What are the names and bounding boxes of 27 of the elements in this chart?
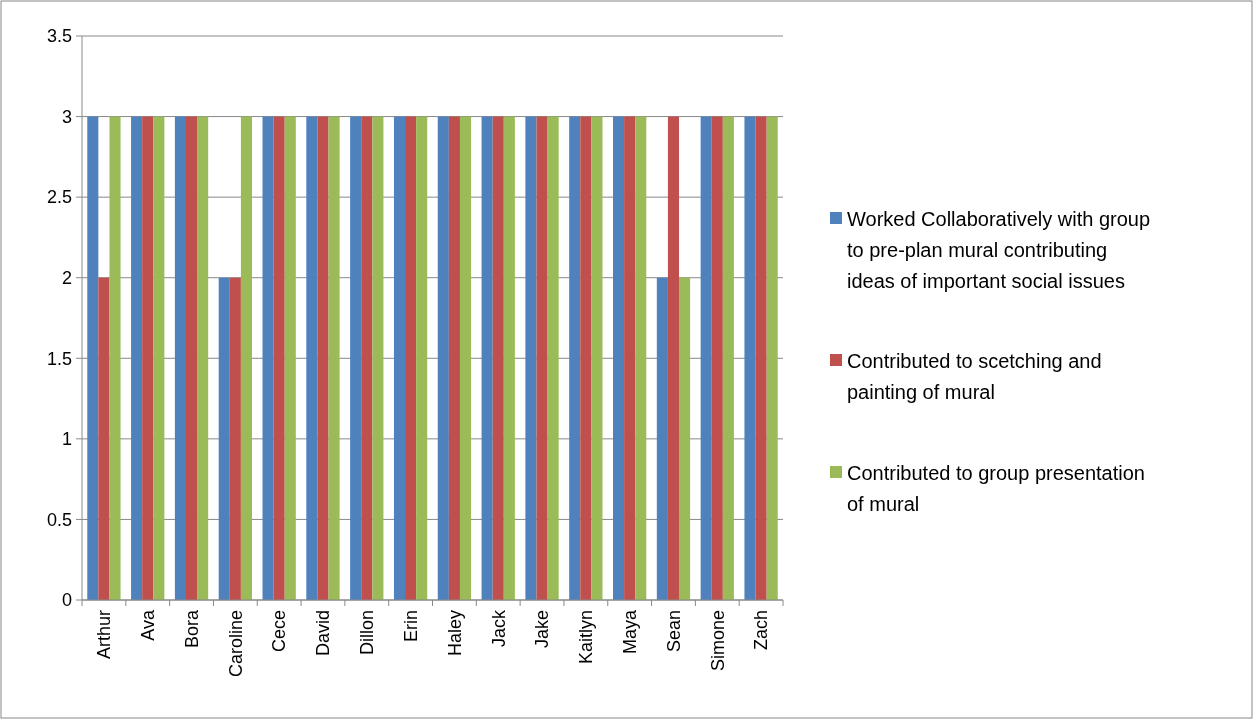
y-tick-label: 3.5	[46, 26, 72, 47]
x-tick-label: Simone	[707, 610, 728, 672]
legend-label: Worked Collaboratively with group to pre-plan mural contributing ideas of important social issues	[847, 208, 1151, 292]
legend-label: Contributed to group presentation of mural	[847, 462, 1145, 515]
y-tick-label: 2.5	[46, 187, 72, 208]
x-tick-label: Jack	[488, 609, 509, 648]
x-tick-label: Ava	[138, 609, 159, 641]
x-tick-label: Zach	[751, 610, 772, 651]
legend-label: Contributed to scetching and painting of mural	[847, 350, 1102, 403]
x-tick-label: Dillon	[357, 610, 378, 656]
x-tick-label: Sean	[663, 610, 684, 653]
y-tick-label: 0.5	[46, 509, 72, 530]
x-tick-label: Bora	[181, 609, 202, 649]
x-tick-label: Erin	[400, 610, 421, 643]
x-tick-label: Jake	[532, 610, 553, 649]
x-tick-label: Cece	[269, 610, 290, 653]
x-tick-label: Haley	[444, 610, 465, 657]
y-tick-label: 3	[61, 106, 72, 127]
x-tick-label: Maya	[619, 609, 640, 655]
y-tick-label: 0	[61, 590, 72, 611]
y-tick-label: 1	[61, 429, 72, 450]
y-tick-label: 1.5	[46, 348, 72, 369]
x-tick-label: Kaitlyn	[576, 610, 597, 665]
y-tick-label: 2	[61, 268, 72, 289]
x-tick-label: Arthur	[94, 610, 115, 660]
x-tick-label: David	[313, 610, 334, 657]
x-tick-label: Caroline	[225, 610, 246, 678]
